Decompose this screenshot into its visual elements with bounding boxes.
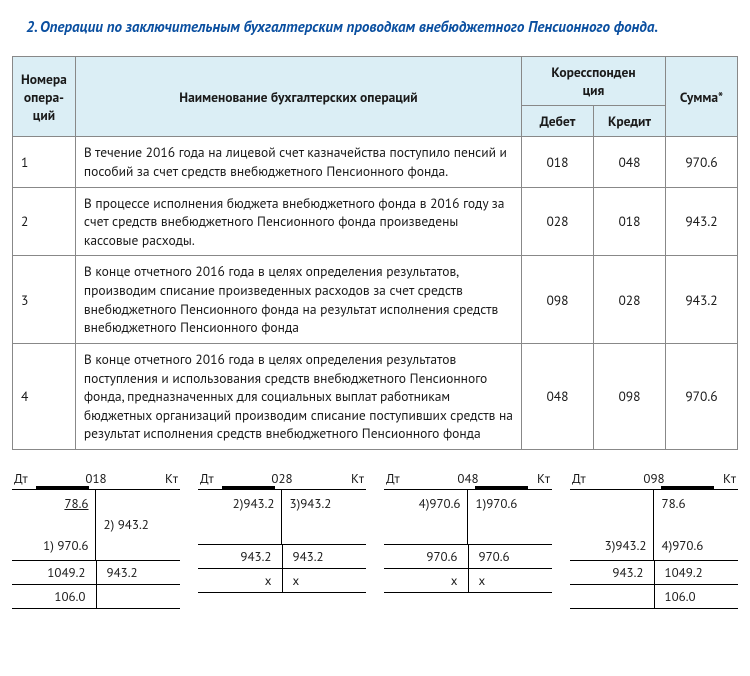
table-row: 1В течение 2016 года на лицевой счет каз…: [13, 137, 738, 187]
t-sum-kt: 970.6: [469, 545, 553, 568]
col-name: Наименование бухгалтерских операций: [75, 57, 521, 137]
t-dt-col: 2)943.2: [198, 490, 282, 544]
t-sum-dt: 943.2: [570, 561, 655, 584]
section-title: 2. Операции по заключительным бухгалтерс…: [12, 18, 738, 38]
t-account-number: 048: [410, 470, 526, 489]
t-bal-kt: x: [469, 569, 553, 592]
t-sum-dt: 943.2: [198, 545, 283, 568]
cell-kredit: 048: [594, 137, 666, 187]
t-kt-label: Кт: [340, 470, 366, 489]
t-dt-col: 4)970.6: [384, 490, 468, 544]
cell-desc: В течение 2016 года на лицевой счет казн…: [75, 137, 521, 187]
cell-num: 4: [13, 343, 76, 449]
cell-desc: В процессе исполнения бюджета внебюджетн…: [75, 187, 521, 256]
t-dt-label: Дт: [198, 470, 224, 489]
t-accounts-row: Дт018Кт78.6 1) 970.6 2) 943.21049.2943.2…: [12, 470, 738, 609]
cell-num: 2: [13, 187, 76, 256]
t-bal-dt: x: [384, 569, 469, 592]
t-kt-col: 78.6 4)970.6: [654, 490, 739, 560]
cell-debet: 098: [522, 256, 594, 344]
t-bal-dt: 106.0: [12, 585, 97, 608]
t-account-number: 018: [38, 470, 154, 489]
t-account-018: Дт018Кт 78.6 1) 970.6 2) 943.21049.2943.2…: [12, 470, 180, 609]
cell-kredit: 098: [594, 343, 666, 449]
t-kt-label: Кт: [712, 470, 738, 489]
t-sum-dt: 970.6: [384, 545, 469, 568]
col-debet: Дебет: [522, 106, 594, 137]
t-sum-kt: 1049.2: [655, 561, 739, 584]
table-row: 4В конце отчетного 2016 года в целях опр…: [13, 343, 738, 449]
t-bal-kt: [97, 585, 181, 608]
cell-num: 1: [13, 137, 76, 187]
t-account-028: Дт028Кт 2)943.23)943.2943.2943.2xx: [198, 470, 366, 609]
t-sum-kt: 943.2: [283, 545, 367, 568]
cell-kredit: 028: [594, 256, 666, 344]
cell-debet: 048: [522, 343, 594, 449]
col-corr: Коресспонден ция: [522, 57, 666, 106]
t-sum-dt: 1049.2: [12, 561, 97, 584]
cell-desc: В конце отчетного 2016 года в целях опре…: [75, 343, 521, 449]
col-kredit: Кредит: [594, 106, 666, 137]
cell-sum: 970.6: [666, 343, 738, 449]
t-bal-dt: x: [198, 569, 283, 592]
cell-debet: 018: [522, 137, 594, 187]
t-account-number: 098: [596, 470, 712, 489]
cell-debet: 028: [522, 187, 594, 256]
table-row: 2В процессе исполнения бюджета внебюджет…: [13, 187, 738, 256]
cell-num: 3: [13, 256, 76, 344]
col-sum: Сумма*: [666, 57, 738, 137]
cell-sum: 970.6: [666, 137, 738, 187]
cell-sum: 943.2: [666, 187, 738, 256]
col-num: Номера опера- ций: [13, 57, 76, 137]
t-kt-col: 2) 943.2: [96, 490, 181, 560]
t-dt-col: 3)943.2: [570, 490, 654, 560]
t-bal-kt: 106.0: [655, 585, 739, 608]
t-dt-label: Дт: [384, 470, 410, 489]
t-kt-label: Кт: [526, 470, 552, 489]
t-bal-kt: x: [283, 569, 367, 592]
t-dt-label: Дт: [570, 470, 596, 489]
cell-sum: 943.2: [666, 256, 738, 344]
t-bal-dt: [570, 585, 655, 608]
cell-desc: В конце отчетного 2016 года в целях опре…: [75, 256, 521, 344]
t-dt-label: Дт: [12, 470, 38, 489]
t-kt-col: 1)970.6: [468, 490, 553, 544]
t-kt-col: 3)943.2: [282, 490, 367, 544]
t-account-098: Дт098Кт 3)943.278.6 4)970.6943.21049.2 1…: [570, 470, 738, 609]
t-account-number: 028: [224, 470, 340, 489]
cell-kredit: 018: [594, 187, 666, 256]
t-kt-label: Кт: [154, 470, 180, 489]
t-sum-kt: 943.2: [97, 561, 181, 584]
t-account-048: Дт048Кт 4)970.61)970.6970.6970.6xx: [384, 470, 552, 609]
t-dt-col: 78.6 1) 970.6: [12, 490, 96, 560]
operations-table: Номера опера- ций Наименование бухгалтер…: [12, 56, 738, 450]
table-row: 3В конце отчетного 2016 года в целях опр…: [13, 256, 738, 344]
